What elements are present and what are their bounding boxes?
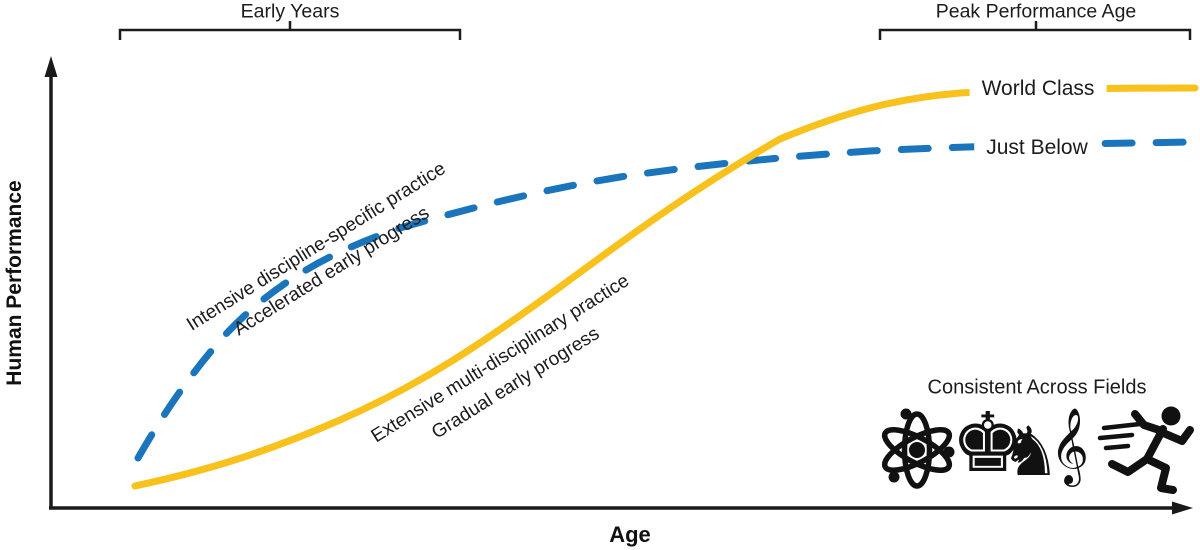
chess-knight-icon: ♞ — [1000, 413, 1061, 492]
early-years-label: Early Years — [240, 0, 340, 23]
y-axis — [44, 56, 58, 508]
just-below-curve-label: Just Below — [974, 135, 1100, 161]
y-axis-label: Human Performance — [3, 180, 26, 386]
peak-performance-bracket — [878, 21, 1192, 40]
peak-performance-age-label: Peak Performance Age — [935, 0, 1137, 23]
x-axis-label: Age — [609, 522, 651, 547]
runner-icon — [1097, 406, 1194, 494]
just-below-curve — [134, 138, 1199, 462]
world-class-curve-label: World Class — [969, 76, 1107, 102]
y-axis-arrowhead — [44, 56, 58, 77]
consistent-across-fields-title: Consistent Across Fields — [927, 376, 1147, 399]
chess-king-icon: ♚ — [951, 396, 1025, 491]
treble-clef-icon: 𝄞 — [1050, 407, 1090, 484]
x-axis-arrowhead — [1172, 501, 1193, 515]
atom-icon — [881, 408, 955, 489]
early-years-bracket — [118, 21, 462, 40]
x-axis — [49, 501, 1193, 515]
